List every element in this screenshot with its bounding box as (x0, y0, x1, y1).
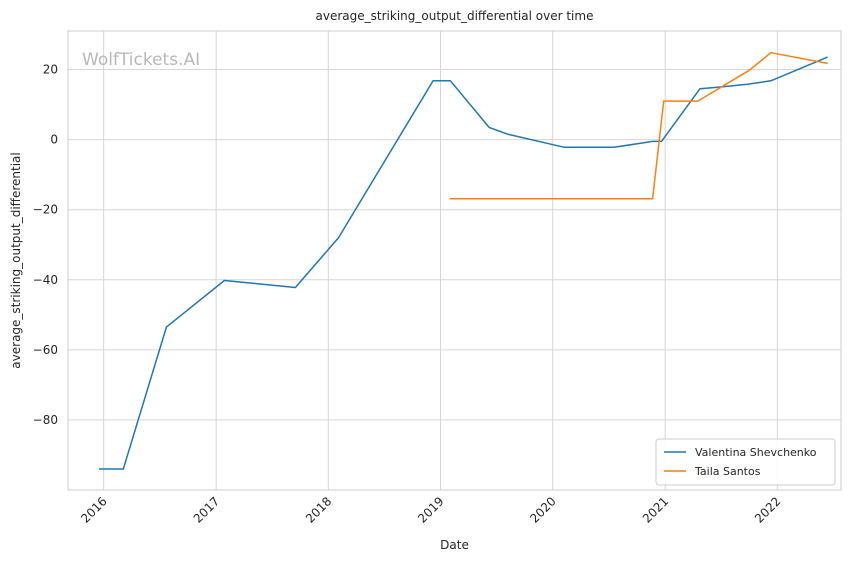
x-tick-label: 2017 (191, 494, 222, 525)
legend-label: Taila Santos (694, 465, 761, 478)
y-tick-label: −20 (33, 203, 58, 217)
y-tick-label: −80 (33, 413, 58, 427)
legend-label: Valentina Shevchenko (695, 446, 817, 459)
x-tick-label: 2018 (303, 494, 334, 525)
series-layer (98, 51, 828, 470)
x-tick-label: 2019 (415, 494, 446, 525)
x-tick-label: 2016 (78, 494, 109, 525)
legend-box (655, 438, 836, 486)
x-tick-labels: 2016 2017 2018 2019 2020 2021 2022 (78, 494, 783, 525)
legend: Valentina Shevchenko Taila Santos (655, 438, 836, 486)
grid (68, 31, 841, 490)
series-line-taila-santos (449, 51, 828, 200)
y-tick-label: −60 (33, 343, 58, 357)
chart-title: average_striking_output_differential ove… (316, 9, 594, 23)
x-tick-label: 2020 (527, 494, 558, 525)
x-tick-label: 2021 (640, 494, 671, 525)
x-axis-label: Date (440, 538, 469, 552)
y-tick-label: −40 (33, 273, 58, 287)
y-tick-labels: 20 0 −20 −40 −60 −80 (33, 63, 58, 427)
watermark-text: WolfTickets.AI (82, 50, 200, 70)
plot-area (68, 31, 841, 490)
series-line-valentina-shevchenko (98, 56, 828, 470)
y-tick-label: 0 (50, 133, 58, 147)
y-axis-label: average_striking_output_differential (9, 152, 23, 368)
plot-frame (67, 30, 842, 491)
y-tick-label: 20 (43, 63, 58, 77)
x-tick-label: 2022 (752, 494, 783, 525)
